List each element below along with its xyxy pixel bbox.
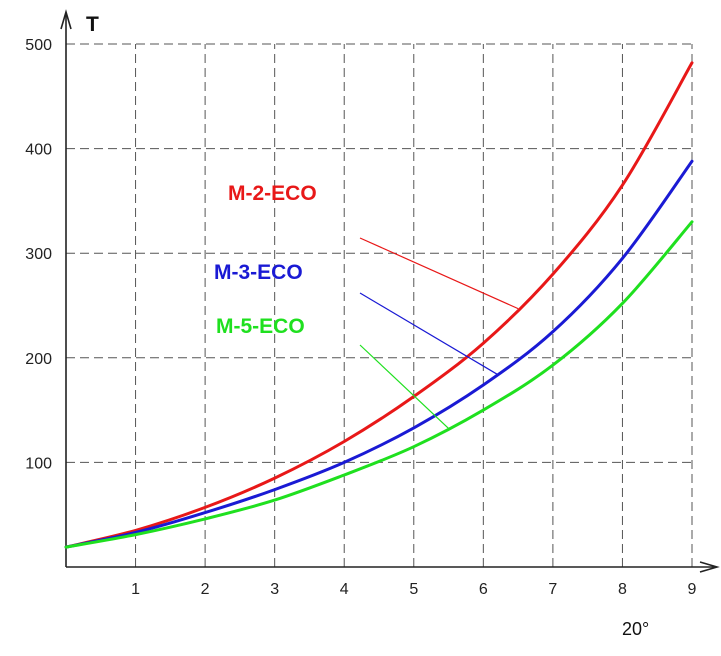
x-tick-label: 9 [688, 581, 697, 598]
series-line-m-5-eco [64, 220, 694, 549]
series-label-m-5-eco: M-5-ECO [216, 315, 305, 338]
x-tick-label: 4 [340, 581, 349, 598]
curves-layer [64, 61, 694, 549]
series-line-m-3-eco [64, 159, 694, 549]
series-line-m-2-eco [64, 61, 694, 549]
series-leader-line [359, 344, 449, 429]
y-tick-label: 200 [25, 351, 52, 368]
y-axis-title: T [86, 13, 99, 36]
x-tick-label: 7 [548, 581, 557, 598]
y-tick-label: 400 [25, 142, 52, 159]
x-tick-label: 8 [618, 581, 627, 598]
series-leader-line [359, 292, 498, 375]
series-label-m-3-eco: M-3-ECO [214, 261, 303, 284]
axes-layer [60, 9, 720, 573]
y-tick-label: 300 [25, 246, 52, 263]
series-label-m-2-eco: M-2-ECO [228, 182, 317, 205]
angle-annotation: 20° [622, 619, 650, 639]
y-tick-label: 500 [25, 37, 52, 54]
series-leader-line [359, 237, 519, 310]
x-tick-label: 1 [131, 581, 140, 598]
grid-layer [66, 43, 693, 567]
labels-layer: 1 2 3 4 5 6 7 8 9 100 200 300 400 500 M-2-ECO M-3-ECO M-… [25, 37, 696, 598]
x-tick-label: 2 [201, 581, 210, 598]
x-tick-label: 5 [409, 581, 418, 598]
y-axis-arrow [60, 9, 72, 30]
x-tick-label: 3 [270, 581, 279, 598]
x-axis-arrow [699, 561, 720, 573]
x-tick-label: 6 [479, 581, 488, 598]
y-tick-label: 100 [25, 455, 52, 472]
